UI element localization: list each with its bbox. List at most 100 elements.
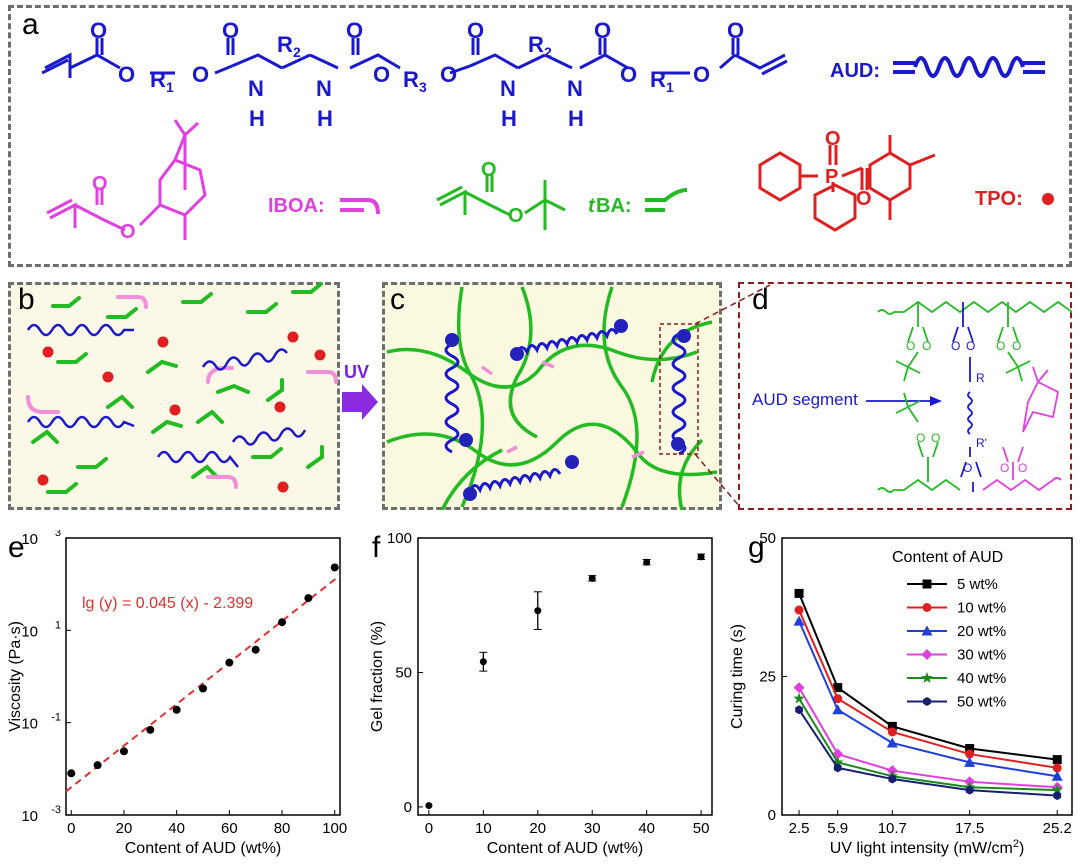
svg-text:2: 2 bbox=[544, 44, 552, 60]
data-point bbox=[794, 588, 804, 598]
svg-text:N: N bbox=[248, 76, 264, 101]
y-tick-exponent: 1 bbox=[55, 619, 61, 631]
legend-label: 20 wt% bbox=[957, 623, 1006, 640]
panel-c-label: c bbox=[390, 283, 405, 316]
aud-icon bbox=[893, 56, 1045, 78]
x-tick-label: 17.5 bbox=[955, 820, 984, 837]
data-point bbox=[1051, 784, 1063, 795]
data-point bbox=[479, 658, 487, 666]
svg-text:O: O bbox=[1012, 339, 1021, 353]
svg-text:R': R' bbox=[976, 436, 987, 450]
fit-equation: lg (y) = 0.045 (x) - 2.399 bbox=[82, 595, 253, 612]
panel-b-frame bbox=[8, 282, 340, 510]
data-point bbox=[1052, 763, 1062, 773]
data-point bbox=[794, 605, 804, 615]
legend-label: 40 wt% bbox=[957, 670, 1006, 687]
data-point bbox=[795, 705, 803, 715]
data-point bbox=[93, 761, 102, 770]
data-point bbox=[172, 705, 181, 714]
svg-text:R: R bbox=[277, 32, 293, 57]
legend-marker bbox=[921, 672, 933, 683]
x-tick-label: 0 bbox=[67, 820, 75, 837]
x-axis-label: Content of AUD (wt%) bbox=[125, 840, 282, 857]
data-point bbox=[199, 684, 207, 693]
panel-a-frame bbox=[8, 5, 1072, 267]
aud-structure bbox=[41, 38, 788, 78]
svg-text:H: H bbox=[317, 106, 333, 131]
uv-arrow-icon bbox=[342, 384, 378, 420]
x-tick-label: 25.2 bbox=[1043, 820, 1072, 837]
data-point bbox=[251, 645, 260, 654]
x-tick-label: 0 bbox=[425, 820, 433, 837]
data-point bbox=[888, 774, 897, 784]
panel-a-structures: O O R 1 O O N H R 2 N H O O R 3 O O N H … bbox=[41, 18, 1054, 243]
tba-label: BA: bbox=[596, 195, 632, 217]
legend-label: 5 wt% bbox=[957, 576, 998, 593]
legend-marker bbox=[922, 603, 932, 612]
svg-text:O: O bbox=[856, 188, 872, 210]
y-tick-label: 0 bbox=[768, 807, 776, 824]
plot-frame bbox=[65, 537, 341, 816]
y-tick-label: 10 bbox=[21, 716, 38, 733]
svg-text:O: O bbox=[966, 339, 975, 353]
data-point bbox=[697, 553, 705, 561]
x-tick-label: 80 bbox=[274, 820, 291, 837]
data-point bbox=[67, 769, 76, 778]
data-point bbox=[119, 747, 128, 756]
x-tick-label: 100 bbox=[322, 820, 347, 837]
svg-text:R: R bbox=[976, 371, 985, 385]
uv-label: UV bbox=[344, 362, 370, 382]
panel-g-label: g bbox=[748, 531, 765, 564]
svg-text:O: O bbox=[373, 62, 390, 87]
y-axis-label: Viscosity (Pa·s) bbox=[7, 621, 24, 732]
x-tick-label: 10.7 bbox=[878, 820, 907, 837]
y-axis-label: Curing time (s) bbox=[729, 624, 746, 729]
y-axis-label: Gel fraction (%) bbox=[369, 621, 386, 732]
panel-f-label: f bbox=[372, 531, 381, 564]
svg-text:H: H bbox=[249, 106, 265, 131]
data-point bbox=[964, 756, 976, 767]
tpo-icon bbox=[1042, 193, 1054, 205]
svg-text:R: R bbox=[403, 67, 419, 92]
data-point bbox=[832, 704, 844, 715]
svg-text:O: O bbox=[996, 339, 1005, 353]
data-point bbox=[833, 694, 843, 704]
svg-text:1: 1 bbox=[666, 79, 674, 95]
svg-text:t: t bbox=[588, 195, 596, 217]
svg-text:1: 1 bbox=[166, 79, 174, 95]
fit-line bbox=[65, 574, 341, 793]
tba-structure bbox=[436, 175, 566, 230]
svg-text:O: O bbox=[118, 62, 135, 87]
panel-b-label: b bbox=[18, 283, 35, 316]
svg-text:R: R bbox=[150, 67, 166, 92]
x-tick-label: 30 bbox=[584, 820, 601, 837]
data-point bbox=[887, 727, 897, 737]
tba-icon bbox=[645, 188, 688, 212]
svg-text:2: 2 bbox=[293, 44, 301, 60]
x-tick-label: 60 bbox=[221, 820, 238, 837]
data-point bbox=[1053, 791, 1062, 801]
data-point bbox=[146, 725, 155, 734]
data-point bbox=[330, 563, 339, 572]
y-tick-label: 10 bbox=[21, 808, 38, 825]
x-tick-label: 20 bbox=[529, 820, 546, 837]
panel-c-network bbox=[386, 286, 718, 510]
data-point bbox=[793, 692, 805, 704]
svg-text:O: O bbox=[693, 62, 710, 87]
svg-text:H: H bbox=[501, 106, 517, 131]
data-point bbox=[833, 683, 843, 693]
svg-text:O: O bbox=[346, 18, 363, 43]
y-tick-label: 0 bbox=[404, 799, 412, 816]
x-tick-label: 20 bbox=[116, 820, 133, 837]
svg-text:O: O bbox=[92, 173, 108, 195]
data-point bbox=[1052, 755, 1062, 765]
viscosity-chart: 0 20 40 60 80 100 10 -3 10 -1 10 1 10 3 Content of AUD… bbox=[7, 530, 347, 857]
data-point bbox=[425, 802, 433, 810]
data-point bbox=[534, 607, 542, 615]
legend-marker bbox=[921, 649, 933, 660]
y-tick-exponent: -1 bbox=[51, 712, 61, 724]
aud-segment-label: AUD segment bbox=[752, 390, 858, 409]
svg-text:O: O bbox=[951, 339, 960, 353]
svg-text:O: O bbox=[222, 18, 239, 43]
